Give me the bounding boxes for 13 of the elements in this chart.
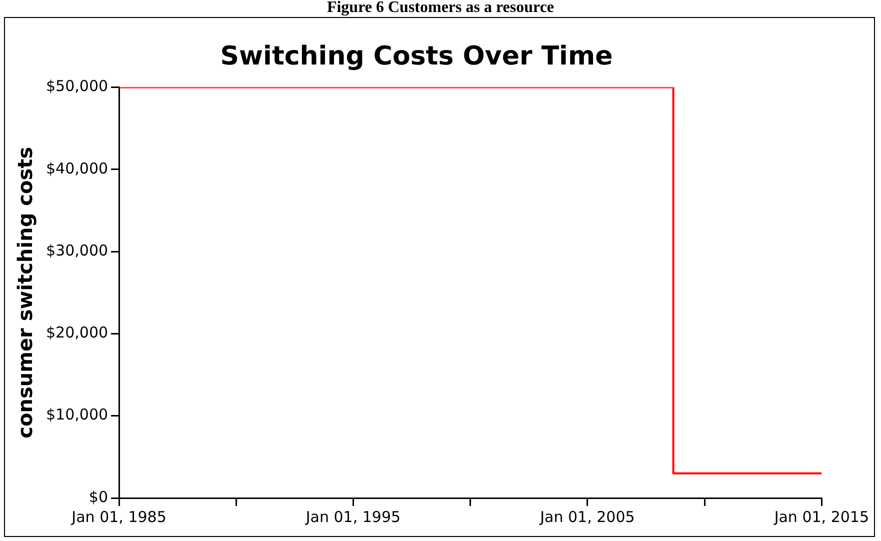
caption: Figure 6 Customers as a resource <box>326 0 556 16</box>
x-tick-label: Jan 01, 2015 <box>773 508 869 526</box>
y-tick-label: $10,000 <box>46 406 108 424</box>
y-axis-title: consumer switching costs <box>13 146 38 438</box>
y-tick-label: $20,000 <box>46 324 108 342</box>
y-tick-label: $40,000 <box>46 159 108 178</box>
chart-title: Switching Costs Over Time <box>220 41 613 72</box>
y-tick-label: $30,000 <box>46 241 108 260</box>
x-tick-label: Jan 01, 2005 <box>539 508 635 526</box>
y-tick-label: $50,000 <box>46 77 108 96</box>
x-tick-label: Jan 01, 1985 <box>70 508 166 526</box>
y-tick-label: $0 <box>88 488 108 506</box>
x-tick-label: Jan 01, 1995 <box>304 508 401 526</box>
